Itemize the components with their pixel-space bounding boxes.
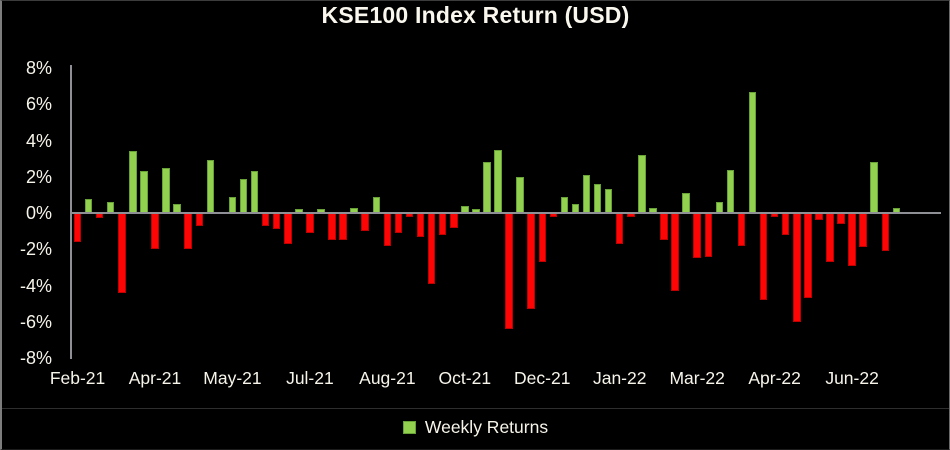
x-axis-tick-label: Jan-22 bbox=[592, 368, 647, 388]
bar-week-69 bbox=[826, 213, 834, 262]
bar-week-34 bbox=[438, 213, 447, 235]
bar-week-67 bbox=[804, 213, 812, 299]
bar-week-70 bbox=[837, 213, 845, 224]
bar-week-52 bbox=[638, 155, 646, 213]
bar-week-60 bbox=[726, 169, 735, 213]
bar-week-12 bbox=[195, 213, 203, 226]
bar-week-38 bbox=[483, 162, 491, 213]
y-axis-tick-label: -4% bbox=[19, 275, 52, 296]
x-axis-tick-label: Oct-21 bbox=[438, 368, 492, 388]
bar-week-48 bbox=[593, 184, 602, 213]
x-axis-tick-label: May-21 bbox=[203, 368, 262, 388]
bar-week-13 bbox=[206, 160, 215, 213]
bar-week-40 bbox=[505, 213, 513, 329]
x-axis-tick-label: Jul-21 bbox=[286, 368, 334, 388]
x-axis-tick-label: Mar-22 bbox=[669, 368, 725, 388]
bar-week-57 bbox=[693, 213, 701, 259]
x-axis-tick-label: Jun-22 bbox=[825, 368, 879, 388]
x-axis-tick-label: Feb-21 bbox=[49, 368, 106, 388]
bar-week-1 bbox=[73, 213, 82, 242]
bar-week-72 bbox=[859, 213, 867, 248]
bar-week-55 bbox=[671, 213, 679, 291]
y-axis-tick-label: 2% bbox=[25, 166, 52, 187]
bar-week-27 bbox=[361, 213, 369, 232]
bar-week-11 bbox=[184, 213, 192, 250]
bar-week-2 bbox=[84, 198, 93, 213]
chart-bottom-divider bbox=[2, 408, 949, 409]
legend: Weekly Returns bbox=[2, 417, 949, 438]
bar-week-65 bbox=[781, 213, 790, 235]
bar-week-25 bbox=[339, 213, 347, 241]
bar-week-18 bbox=[261, 213, 270, 226]
bar-week-22 bbox=[306, 213, 314, 233]
bar-week-17 bbox=[250, 171, 259, 213]
y-axis-tick-label: -8% bbox=[19, 348, 52, 368]
bar-week-5 bbox=[118, 213, 126, 293]
bar-week-29 bbox=[383, 213, 392, 246]
bar-week-43 bbox=[538, 213, 547, 262]
bar-week-62 bbox=[748, 91, 757, 213]
x-axis-tick-label: Apr-21 bbox=[128, 368, 182, 388]
bar-week-7 bbox=[140, 171, 148, 213]
bar-week-20 bbox=[284, 213, 292, 244]
y-axis-tick-label: 8% bbox=[25, 58, 52, 78]
bar-week-28 bbox=[372, 196, 381, 213]
bar-week-63 bbox=[759, 213, 768, 300]
legend-swatch-icon bbox=[402, 421, 416, 434]
bar-week-47 bbox=[582, 174, 591, 213]
bar-week-73 bbox=[870, 162, 878, 213]
bar-week-56 bbox=[682, 193, 690, 213]
bar-week-19 bbox=[272, 213, 281, 230]
bar-week-42 bbox=[527, 213, 535, 310]
legend-label: Weekly Returns bbox=[424, 417, 549, 437]
bar-week-45 bbox=[560, 196, 569, 213]
bar-week-54 bbox=[660, 213, 668, 241]
bar-week-74 bbox=[881, 213, 890, 252]
bar-week-58 bbox=[704, 213, 712, 257]
bar-week-30 bbox=[394, 213, 403, 233]
bar-week-71 bbox=[848, 213, 856, 266]
bar-week-8 bbox=[151, 213, 159, 250]
bar-week-15 bbox=[228, 196, 237, 213]
bar-week-33 bbox=[427, 213, 436, 284]
bar-week-16 bbox=[239, 178, 248, 213]
bar-week-66 bbox=[793, 213, 801, 322]
y-axis-tick-label: -6% bbox=[19, 311, 52, 332]
y-axis-tick-label: 4% bbox=[25, 130, 52, 151]
x-axis-zero-line bbox=[70, 212, 941, 214]
bar-week-41 bbox=[516, 176, 524, 213]
bar-week-39 bbox=[494, 149, 502, 213]
bar-week-6 bbox=[129, 151, 137, 213]
x-axis-tick-label: Dec-21 bbox=[514, 368, 571, 388]
bar-week-50 bbox=[615, 213, 624, 244]
bar-week-24 bbox=[328, 213, 336, 241]
bar-week-9 bbox=[162, 167, 170, 213]
bar-week-68 bbox=[815, 213, 823, 221]
bar-week-61 bbox=[737, 213, 746, 246]
bar-week-32 bbox=[416, 213, 425, 237]
y-axis-tick-label: 0% bbox=[25, 203, 52, 223]
y-axis-tick-label: 6% bbox=[25, 94, 52, 115]
bar-week-49 bbox=[604, 189, 613, 213]
x-axis-tick-label: Apr-22 bbox=[748, 368, 801, 388]
bar-week-35 bbox=[450, 213, 458, 228]
x-axis-tick-label: Aug-21 bbox=[359, 368, 416, 388]
chart-title: KSE100 Index Return (USD) bbox=[321, 2, 630, 28]
y-axis-tick-label: -2% bbox=[19, 239, 52, 260]
